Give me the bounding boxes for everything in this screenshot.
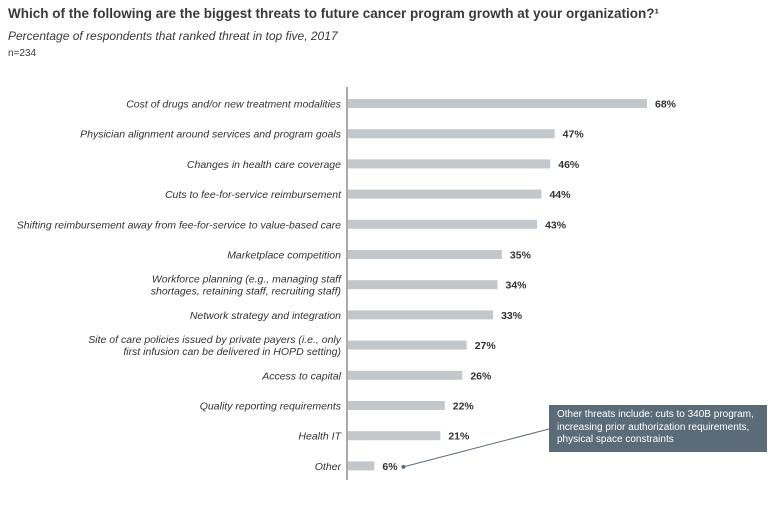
bar [348, 310, 494, 320]
category-label: Access to capital [261, 370, 341, 382]
bar [348, 219, 538, 229]
category-label: shortages, retaining staff, recruiting s… [151, 286, 341, 298]
value-label: 26% [470, 370, 492, 382]
chart-subtitle: Percentage of respondents that ranked th… [8, 29, 338, 43]
bar [348, 99, 647, 108]
category-label: Marketplace competition [227, 250, 341, 262]
value-label: 44% [549, 189, 571, 201]
callout-leader-line [403, 428, 550, 468]
bar [348, 280, 498, 290]
value-label: 6% [382, 461, 398, 473]
bar [348, 401, 445, 410]
value-label: 68% [655, 99, 677, 111]
category-label: Changes in health care coverage [187, 159, 341, 171]
category-label: Cost of drugs and/or new treatment modal… [126, 99, 342, 111]
bar [348, 159, 551, 169]
value-label: 47% [563, 129, 585, 141]
bar [348, 461, 375, 471]
value-label: 43% [545, 219, 567, 231]
category-label: Physician alignment around services and … [80, 129, 342, 141]
chart-title: Which of the following are the biggest t… [8, 6, 660, 21]
value-label: 22% [453, 401, 475, 413]
bar [348, 340, 467, 350]
category-label: Site of care policies issued by private … [88, 334, 341, 346]
bar [348, 370, 463, 380]
category-label: Quality reporting requirements [200, 401, 342, 413]
other-threats-callout: Other threats include: cuts to 340B prog… [549, 405, 767, 452]
bar [348, 250, 502, 259]
value-label: 34% [506, 280, 528, 292]
value-label: 46% [558, 159, 580, 171]
bar [348, 189, 542, 199]
category-label: Health IT [298, 431, 342, 443]
value-label: 35% [510, 250, 532, 262]
category-label: Shifting reimbursement away from fee-for… [17, 219, 341, 231]
value-label: 33% [501, 310, 523, 322]
bar [348, 431, 441, 441]
callout-leader-dot [401, 464, 406, 469]
value-label: 21% [448, 431, 470, 443]
category-label: Other [315, 461, 342, 473]
value-label: 27% [475, 340, 497, 352]
category-label: Network strategy and integration [190, 310, 341, 322]
category-label: Workforce planning (e.g., managing staff [152, 274, 342, 286]
category-label: first infusion can be delivered in HOPD … [123, 346, 341, 358]
category-label: Cuts to fee-for-service reimbursement [165, 189, 342, 201]
sample-size-label: n=234 [8, 48, 37, 59]
bar [348, 129, 555, 139]
